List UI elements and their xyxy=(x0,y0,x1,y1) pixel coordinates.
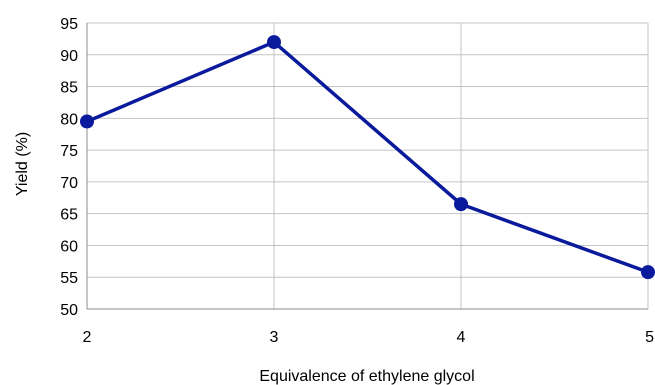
data-point xyxy=(454,197,468,212)
y-tick-label: 55 xyxy=(60,270,78,287)
y-tick-label: 60 xyxy=(60,238,78,255)
y-axis-title: Yield (%) xyxy=(14,132,31,196)
y-tick-label: 65 xyxy=(60,207,78,224)
data-point xyxy=(267,35,281,50)
data-series xyxy=(80,35,655,280)
grid-lines xyxy=(87,22,649,309)
y-tick-label: 95 xyxy=(60,16,78,33)
x-tick-labels: 2 3 4 5 xyxy=(83,329,655,346)
x-tick-label: 3 xyxy=(270,329,279,346)
y-tick-label: 80 xyxy=(60,111,78,128)
data-point xyxy=(641,265,655,280)
axes xyxy=(86,23,648,310)
series-line xyxy=(86,40,649,274)
y-tick-label: 70 xyxy=(60,175,78,192)
x-tick-label: 4 xyxy=(457,329,466,346)
y-tick-label: 90 xyxy=(60,48,78,65)
y-tick-label: 50 xyxy=(60,302,78,319)
y-tick-labels: 50 55 60 65 70 75 80 85 90 95 xyxy=(60,16,78,319)
x-axis-title: Equivalence of ethylene glycol xyxy=(259,368,474,385)
y-tick-label: 85 xyxy=(60,80,78,97)
x-tick-label: 2 xyxy=(83,329,92,346)
x-tick-label: 5 xyxy=(645,329,654,346)
data-point xyxy=(80,114,94,129)
y-tick-label: 75 xyxy=(60,143,78,160)
